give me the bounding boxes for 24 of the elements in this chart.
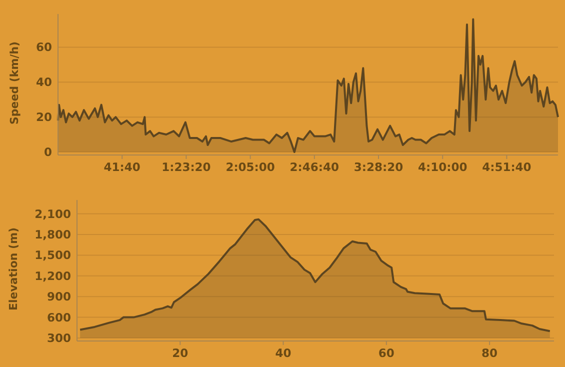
x-tick-label: 2:05:00 [226,160,275,174]
x-tick-label: 4:10:00 [418,160,468,174]
x-tick-label: 3:28:20 [354,160,404,174]
x-tick-label: 20 [172,346,188,360]
y-tick-label: 2,100 [34,206,71,221]
x-tick-label: 80 [482,346,498,360]
x-tick-label: 4:51:40 [482,160,532,174]
y-tick-label: 900 [46,290,71,304]
y-axis-title: Elevation (m) [7,227,20,311]
y-axis-title: Speed (km/h) [8,41,21,125]
y-tick-label: 1,800 [34,228,71,242]
x-tick-label: 1:23:20 [162,160,211,174]
y-tick-label: 60 [36,40,52,54]
y-tick-label: 600 [46,310,71,324]
x-tick-label: 60 [378,346,394,360]
y-tick-label: 20 [36,110,52,124]
x-tick-label: 40 [275,346,292,360]
y-tick-label: 1,500 [34,248,71,262]
x-tick-label: 2:46:40 [290,160,340,174]
y-tick-label: 300 [46,331,71,346]
x-tick-label: 41:40 [104,160,140,174]
y-tick-label: 1,200 [34,268,71,283]
y-tick-label: 0 [44,145,52,160]
y-tick-label: 40 [36,75,52,90]
